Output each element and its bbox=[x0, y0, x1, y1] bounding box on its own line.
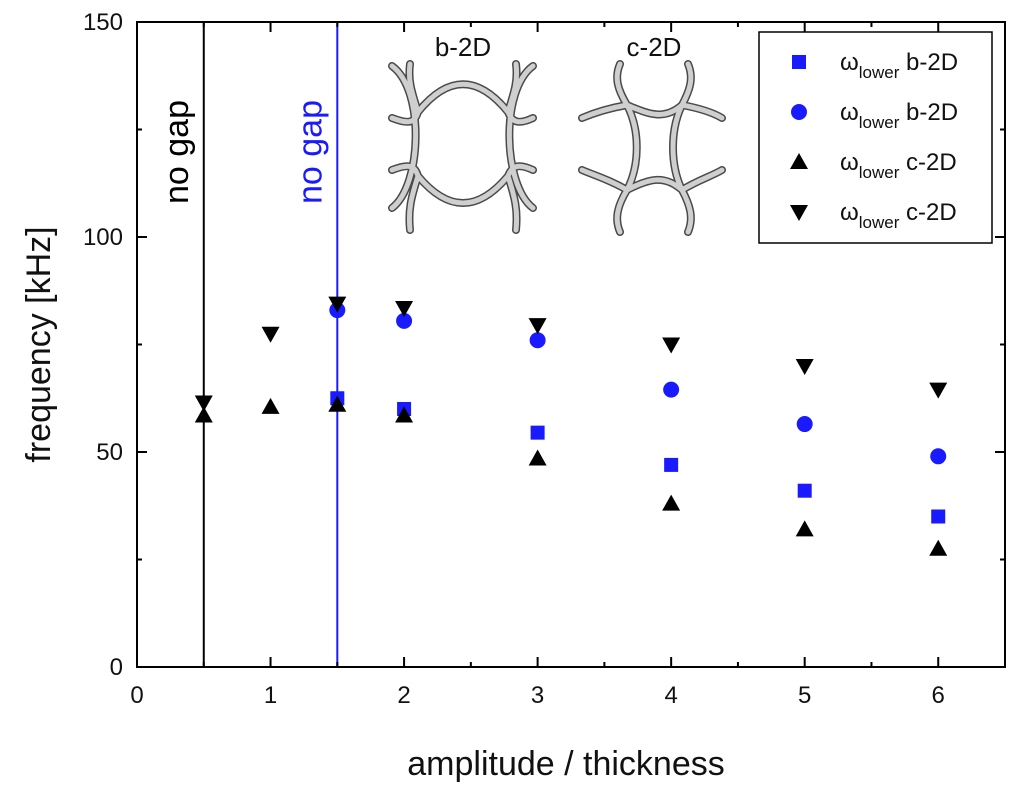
data-point-square bbox=[664, 457, 679, 472]
legend-label: ωlower c-2D bbox=[840, 199, 957, 232]
data-point-triangle-up bbox=[929, 539, 948, 556]
y-tick-label: 100 bbox=[83, 224, 123, 251]
series-0-square bbox=[330, 391, 946, 524]
data-point-circle bbox=[930, 448, 947, 465]
x-tick-label: 3 bbox=[531, 682, 544, 709]
lattice-fill bbox=[389, 61, 536, 233]
data-point-square bbox=[931, 509, 946, 524]
data-point-triangle-up bbox=[261, 397, 280, 414]
data-point-triangle-up bbox=[194, 406, 213, 423]
data-point-square bbox=[797, 483, 812, 498]
y-tick-label: 0 bbox=[110, 654, 123, 681]
no-gap-label-0: no gap bbox=[158, 100, 196, 204]
axes: 0 1 2 3 4 5 6 0 50 100 150 amplitude / thickness fre… bbox=[20, 9, 1006, 783]
legend-marker-circle bbox=[791, 104, 807, 120]
legend-marker-triangle-up bbox=[790, 153, 808, 169]
data-point-triangle-up bbox=[795, 520, 814, 537]
data-point-triangle-up bbox=[328, 395, 347, 412]
series-1-circle bbox=[329, 302, 947, 465]
data-point-triangle-down bbox=[194, 395, 213, 412]
lattice-outline bbox=[578, 60, 726, 236]
legend-marker-square bbox=[792, 55, 806, 69]
legend-marker-triangle-down bbox=[790, 205, 808, 221]
legend-item-square: ωlower b-2D bbox=[792, 49, 958, 82]
legend-label: ωlower b-2D bbox=[840, 49, 958, 82]
y-tick-label: 150 bbox=[83, 9, 123, 36]
data-point-triangle-up bbox=[528, 449, 547, 466]
inset-label-c-2d: c-2D bbox=[627, 32, 682, 62]
x-tick-label: 6 bbox=[932, 682, 945, 709]
data-point-triangle-down bbox=[929, 382, 948, 399]
data-point-triangle-down bbox=[795, 359, 814, 375]
series-2-triangle-up bbox=[194, 395, 948, 556]
data-points bbox=[194, 296, 948, 556]
inset-label-b-2d: b-2D bbox=[435, 32, 491, 62]
no-gap-label-1: no gap bbox=[291, 100, 329, 204]
legend-item-triangle-down: ωlower c-2D bbox=[790, 199, 957, 232]
legend: ωlower b-2D ωlower b-2D ωlower c-2D ωlower … bbox=[758, 31, 993, 244]
data-point-triangle-down bbox=[662, 337, 681, 354]
x-tick-label: 2 bbox=[397, 682, 410, 709]
data-point-triangle-up bbox=[662, 494, 681, 511]
data-point-triangle-down bbox=[528, 318, 547, 335]
data-point-triangle-down bbox=[395, 300, 414, 317]
legend-item-triangle-up: ωlower c-2D bbox=[790, 149, 957, 182]
lattice-insets: b-2D c-2D bbox=[388, 32, 726, 236]
legend-label: ωlower c-2D bbox=[840, 149, 957, 182]
x-axis-label: amplitude / thickness bbox=[407, 745, 725, 783]
gap-boundary-lines: no gap no gap bbox=[158, 22, 339, 667]
data-point-triangle-up bbox=[395, 406, 414, 423]
data-point-square bbox=[530, 425, 545, 440]
data-point-circle bbox=[396, 312, 413, 329]
x-tick-label: 5 bbox=[798, 682, 811, 709]
data-point-triangle-down bbox=[261, 326, 280, 343]
data-point-triangle-down bbox=[328, 296, 347, 313]
y-axis-label: frequency [kHz] bbox=[20, 226, 58, 462]
legend-label: ωlower b-2D bbox=[840, 99, 958, 132]
y-tick-label: 50 bbox=[96, 439, 123, 466]
data-point-circle bbox=[663, 381, 680, 398]
series-3-triangle-down bbox=[194, 296, 948, 412]
x-tick-label: 1 bbox=[264, 682, 277, 709]
lattice-fill bbox=[579, 61, 725, 235]
b-2d-lattice-icon bbox=[388, 60, 537, 234]
data-point-circle bbox=[796, 416, 813, 433]
data-point-circle bbox=[529, 332, 546, 349]
x-tick-label: 0 bbox=[130, 682, 143, 709]
legend-item-circle: ωlower b-2D bbox=[791, 99, 958, 132]
x-tick-label: 4 bbox=[664, 682, 677, 709]
c-2d-lattice-icon bbox=[578, 60, 726, 236]
